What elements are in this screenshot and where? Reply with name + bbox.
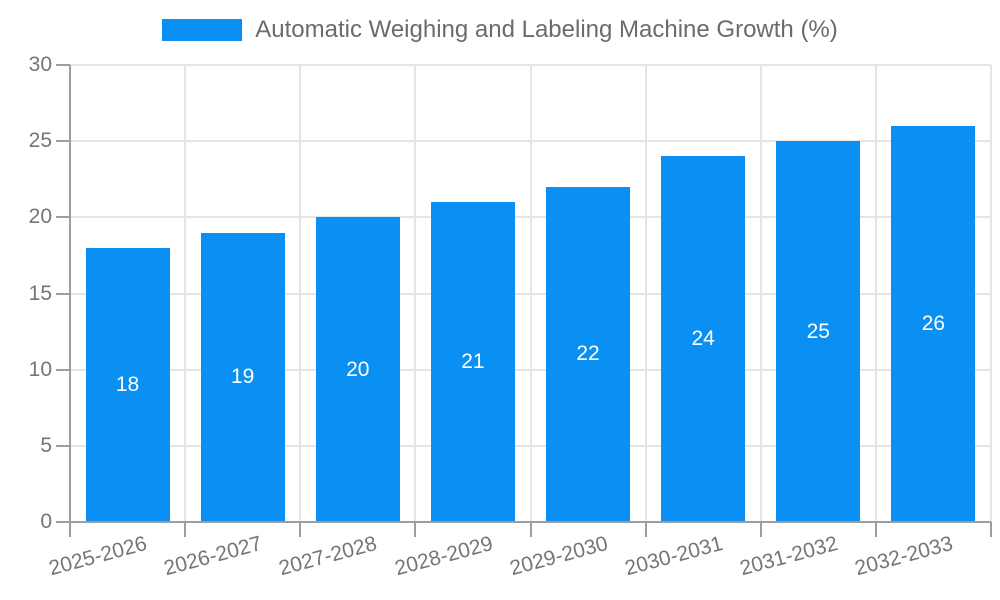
x-axis-tick	[990, 522, 992, 537]
x-axis-tick	[69, 522, 71, 537]
bar: 20	[315, 217, 400, 522]
y-axis-tick	[56, 368, 70, 371]
x-axis-category-label: 2026-2027	[161, 532, 265, 581]
x-axis-tick	[759, 522, 762, 537]
x-axis-category-label: 2032-2033	[852, 532, 956, 581]
bar-value-label: 26	[921, 311, 946, 335]
bar: 19	[200, 232, 285, 522]
x-axis-category-label: 2030-2031	[622, 532, 726, 581]
x-axis-line	[70, 521, 991, 523]
gridline-vertical	[874, 65, 877, 522]
gridline-vertical	[529, 65, 532, 522]
gridline-vertical	[184, 65, 187, 522]
gridline-vertical	[414, 65, 417, 522]
y-axis-tick	[56, 64, 70, 66]
y-axis-tick-label: 30	[28, 53, 52, 76]
x-axis-category-label: 2025-2026	[46, 532, 150, 581]
bar: 24	[661, 156, 746, 522]
legend-swatch-icon	[162, 19, 243, 41]
x-axis-tick	[529, 522, 532, 537]
y-axis-tick-label: 25	[28, 129, 52, 153]
bar-value-label: 21	[461, 350, 485, 374]
x-axis-tick	[414, 522, 417, 537]
y-axis-tick	[56, 521, 70, 523]
y-axis-line	[69, 65, 71, 524]
bar: 26	[891, 125, 976, 522]
bar-value-label: 18	[115, 372, 140, 396]
x-axis-tick	[184, 522, 187, 537]
bar-value-label: 25	[806, 319, 830, 343]
bar: 21	[430, 202, 515, 522]
y-axis-tick-label: 15	[28, 281, 52, 305]
bar: 18	[85, 247, 170, 522]
y-axis-tick-label: 20	[28, 205, 52, 229]
y-axis-tick-label: 5	[40, 433, 52, 457]
legend-label: Automatic Weighing and Labeling Machine …	[255, 16, 838, 43]
x-axis-category-label: 2031-2032	[737, 532, 841, 581]
y-axis-tick-label: 10	[28, 357, 52, 381]
x-axis-tick	[644, 522, 647, 537]
y-axis-tick	[56, 140, 70, 143]
y-axis-tick	[56, 444, 70, 447]
x-axis-tick	[874, 522, 877, 537]
bar-value-label: 20	[346, 357, 370, 381]
y-axis-tick	[56, 292, 70, 295]
gridline-vertical	[299, 65, 302, 522]
bar: 25	[776, 141, 861, 522]
x-axis-category-label: 2028-2029	[391, 532, 495, 581]
gridline-vertical	[990, 65, 992, 522]
bar-value-label: 24	[691, 327, 715, 351]
y-axis-tick-label: 0	[40, 510, 52, 533]
x-axis-category-label: 2027-2028	[276, 532, 380, 581]
x-axis-tick	[299, 522, 302, 537]
y-axis-tick	[56, 216, 70, 219]
gridline-vertical	[759, 65, 762, 522]
chart-legend[interactable]: Automatic Weighing and Labeling Machine …	[0, 16, 1000, 44]
x-axis-category-label: 2029-2030	[507, 532, 611, 581]
bar-value-label: 19	[231, 365, 255, 389]
gridline-vertical	[644, 65, 647, 522]
bar-value-label: 22	[576, 342, 600, 366]
bar: 22	[546, 186, 631, 522]
